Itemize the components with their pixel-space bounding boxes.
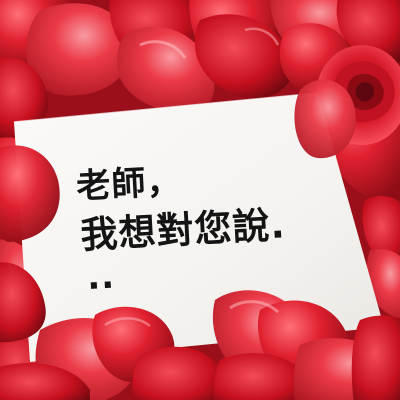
petal [0, 262, 46, 343]
petal [351, 315, 400, 400]
petal [213, 353, 312, 400]
petal [0, 57, 49, 139]
petal [0, 363, 90, 400]
petal [195, 14, 293, 99]
message-card [14, 93, 384, 362]
petal [294, 79, 356, 159]
petal [26, 3, 132, 96]
petal [117, 26, 215, 113]
petal [132, 346, 228, 400]
petal [0, 145, 60, 243]
